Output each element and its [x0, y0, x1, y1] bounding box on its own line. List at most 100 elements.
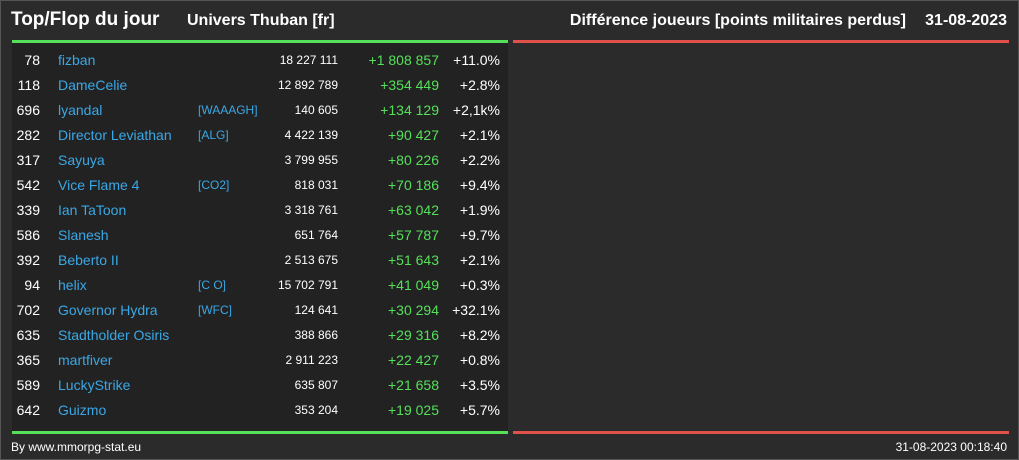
difference-cell: +29 316: [388, 327, 439, 343]
difference-cell: +80 226: [388, 152, 439, 168]
table-row: 635 Stadtholder Osiris 388 866 +29 316 +8.2%: [12, 323, 508, 348]
alliance-link[interactable]: [WFC]: [198, 303, 232, 317]
difference-cell: +70 186: [388, 177, 439, 193]
difference-cell: +90 427: [388, 127, 439, 143]
player-name-link[interactable]: Beberto II: [58, 252, 119, 268]
total-points-cell: 124 641: [294, 303, 338, 317]
player-name-link[interactable]: Ian TaToon: [58, 202, 127, 218]
table-row: 702 Governor Hydra [WFC] 124 641 +30 294 +32.…: [12, 298, 508, 323]
player-name-link[interactable]: Director Leviathan: [58, 127, 172, 143]
top-gains-table: 78 fizban 18 227 111 +1 808 857 +11.0% 118 Dam…: [12, 43, 508, 431]
player-name-link[interactable]: Stadtholder Osiris: [58, 327, 170, 343]
table-row: 118 DameCelie 12 892 789 +354 449 +2.8%: [12, 73, 508, 98]
player-name-link[interactable]: DameCelie: [58, 77, 128, 93]
player-name-link[interactable]: LuckyStrike: [58, 377, 131, 393]
total-points-cell: 4 422 139: [284, 128, 338, 142]
table-row: 392 Beberto II 2 513 675 +51 643 +2.1%: [12, 248, 508, 273]
player-name-link[interactable]: lyandal: [58, 102, 103, 118]
bottom-losses-divider: [513, 431, 1009, 434]
page-title: Top/Flop du jour: [11, 9, 160, 30]
table-row: 94 helix [C O] 15 702 791 +41 049 +0.3%: [12, 273, 508, 298]
percent-cell: +2,1k%: [452, 102, 500, 118]
difference-cell: +354 449: [380, 77, 439, 93]
percent-cell: +9.4%: [459, 177, 500, 193]
player-name-link[interactable]: Vice Flame 4: [58, 177, 140, 193]
alliance-link[interactable]: [ALG]: [198, 128, 229, 142]
table-row: 586 Slanesh 651 764 +57 787 +9.7%: [12, 223, 508, 248]
total-points-cell: 140 605: [294, 103, 338, 117]
credit-text: By www.mmorpg-stat.eu: [11, 440, 142, 454]
difference-cell: +30 294: [388, 302, 439, 318]
total-points-cell: 353 204: [294, 403, 338, 417]
date-label: 31-08-2023: [925, 12, 1007, 29]
table-row: 282 Director Leviathan [ALG] 4 422 139 +90 4…: [12, 123, 508, 148]
rank-cell: 589: [16, 377, 40, 393]
universe-label: Univers Thuban [fr]: [187, 12, 335, 29]
rank-cell: 696: [16, 102, 40, 118]
rank-cell: 635: [16, 327, 40, 343]
rank-cell: 339: [16, 202, 40, 218]
total-points-cell: 12 892 789: [277, 78, 338, 92]
percent-cell: +2.8%: [459, 77, 500, 93]
percent-cell: +2.2%: [459, 152, 500, 168]
rank-cell: 94: [24, 277, 40, 293]
player-name-link[interactable]: Slanesh: [58, 227, 109, 243]
flop-table: [513, 43, 1009, 431]
player-name-link[interactable]: Governor Hydra: [58, 302, 158, 318]
table-row: 317 Sayuya 3 799 955 +80 226 +2.2%: [12, 148, 508, 173]
player-name-link[interactable]: Sayuya: [58, 152, 105, 168]
total-points-cell: 651 764: [294, 228, 338, 242]
table-row: 696 lyandal [WAAAGH] 140 605 +134 129 +2,1k%: [12, 98, 508, 123]
table-row: 339 Ian TaToon 3 318 761 +63 042 +1.9%: [12, 198, 508, 223]
percent-cell: +11.0%: [453, 52, 500, 68]
total-points-cell: 635 807: [294, 378, 338, 392]
percent-cell: +1.9%: [459, 202, 500, 218]
top-losses-divider: [513, 40, 1009, 43]
total-points-cell: 15 702 791: [277, 278, 338, 292]
table-row: 589 LuckyStrike 635 807 +21 658 +3.5%: [12, 373, 508, 398]
rank-cell: 542: [16, 177, 40, 193]
percent-cell: +5.7%: [459, 402, 500, 418]
rank-cell: 702: [16, 302, 40, 318]
bottom-gains-divider: [12, 431, 508, 434]
difference-cell: +22 427: [388, 352, 439, 368]
player-name-link[interactable]: martfiver: [58, 352, 113, 368]
alliance-link[interactable]: [WAAAGH]: [198, 103, 258, 117]
rank-cell: 282: [16, 127, 40, 143]
difference-cell: +51 643: [388, 252, 439, 268]
alliance-link[interactable]: [CO2]: [198, 178, 230, 192]
difference-cell: +21 658: [388, 377, 439, 393]
top-gains-divider: [12, 40, 508, 43]
total-points-cell: 3 318 761: [284, 203, 338, 217]
rank-cell: 118: [17, 77, 40, 93]
player-name-link[interactable]: Guizmo: [58, 402, 107, 418]
alliance-link[interactable]: [C O]: [198, 278, 227, 292]
percent-cell: +9.7%: [459, 227, 500, 243]
table-row: 542 Vice Flame 4 [CO2] 818 031 +70 186 +9.4%: [12, 173, 508, 198]
rank-cell: 392: [16, 252, 40, 268]
rank-cell: 78: [24, 52, 40, 68]
percent-cell: +2.1%: [459, 127, 500, 143]
difference-cell: +1 808 857: [368, 52, 439, 68]
difference-cell: +41 049: [388, 277, 439, 293]
total-points-cell: 3 799 955: [284, 153, 338, 167]
percent-cell: +0.3%: [459, 277, 500, 293]
rank-cell: 317: [16, 152, 40, 168]
total-points-cell: 2 513 675: [284, 253, 338, 267]
rank-cell: 642: [16, 402, 40, 418]
difference-cell: +134 129: [380, 102, 439, 118]
total-points-cell: 2 911 223: [285, 353, 339, 367]
difference-cell: +63 042: [388, 202, 439, 218]
player-name-link[interactable]: helix: [58, 277, 87, 293]
table-row: 78 fizban 18 227 111 +1 808 857 +11.0%: [12, 48, 508, 73]
total-points-cell: 818 031: [294, 178, 338, 192]
percent-cell: +2.1%: [459, 252, 500, 268]
table-row: 365 martfiver 2 911 223 +22 427 +0.8%: [12, 348, 508, 373]
percent-cell: +32.1%: [452, 302, 500, 318]
player-name-link[interactable]: fizban: [58, 52, 96, 68]
percent-cell: +0.8%: [459, 352, 500, 368]
metric-label: Différence joueurs [points militaires pe…: [569, 12, 906, 29]
table-row: 642 Guizmo 353 204 +19 025 +5.7%: [12, 398, 508, 423]
total-points-cell: 388 866: [294, 328, 338, 342]
